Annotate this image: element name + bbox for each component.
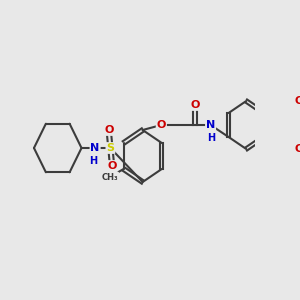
Text: N: N	[206, 120, 215, 130]
Text: O: O	[295, 144, 300, 154]
Text: O: O	[107, 161, 117, 171]
Text: H: H	[207, 133, 215, 143]
Text: O: O	[104, 125, 113, 135]
Text: N: N	[91, 143, 100, 153]
Text: S: S	[106, 143, 114, 153]
Text: H: H	[89, 156, 98, 166]
Text: O: O	[157, 120, 166, 130]
Text: O: O	[295, 96, 300, 106]
Text: CH₃: CH₃	[102, 172, 118, 182]
Text: O: O	[190, 100, 200, 110]
